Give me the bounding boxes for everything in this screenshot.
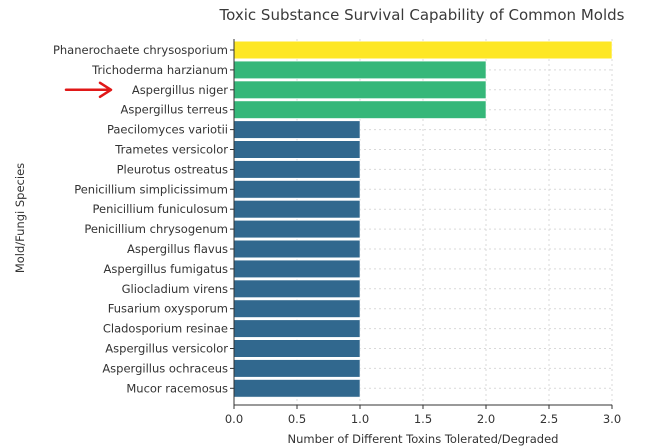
x-tick-label: 1.0 — [351, 412, 369, 426]
x-tick-label: 0.0 — [225, 412, 243, 426]
bar — [233, 60, 487, 79]
bar — [233, 239, 361, 259]
category-label: Aspergillus fumigatus — [104, 262, 228, 276]
bar — [233, 359, 361, 378]
category-label: Aspergillus flavus — [127, 242, 228, 256]
category-label: Pleurotus ostreatus — [117, 162, 228, 176]
bar — [233, 220, 361, 239]
bar — [233, 339, 361, 358]
bar — [233, 120, 361, 139]
category-label: Penicillium simplicissimum — [74, 182, 228, 196]
x-tick-label: 0.5 — [288, 412, 306, 426]
bar — [233, 379, 361, 398]
x-axis-label: Number of Different Toxins Tolerated/Deg… — [288, 432, 559, 446]
chart-title: Toxic Substance Survival Capability of C… — [219, 6, 625, 24]
category-label: Aspergillus versicolor — [105, 342, 228, 356]
x-tick-label: 3.0 — [603, 412, 621, 426]
category-label: Fusarium oxysporum — [108, 302, 228, 316]
category-label: Aspergillus niger — [132, 83, 228, 97]
bar — [233, 279, 361, 298]
bar — [233, 299, 361, 318]
category-label: Trichoderma harzianum — [91, 63, 228, 77]
bars — [233, 40, 613, 398]
x-tick-label: 2.0 — [477, 412, 495, 426]
bar — [233, 100, 487, 119]
grid — [233, 39, 613, 405]
red-arrow-icon — [64, 81, 113, 99]
x-tick-label: 2.5 — [540, 412, 558, 426]
category-label: Mucor racemosus — [126, 381, 228, 395]
category-label: Penicillium funiculosum — [93, 202, 228, 216]
bar — [233, 259, 361, 279]
annotations — [64, 81, 113, 99]
category-label: Aspergillus ochraceus — [102, 361, 228, 375]
bar — [233, 200, 361, 219]
bar — [233, 160, 361, 179]
category-label: Trametes versicolor — [114, 143, 228, 157]
category-label: Cladosporium resinae — [103, 322, 228, 336]
x-tick-labels: 0.0 0.5 1.0 1.5 2.0 2.5 3.0 — [225, 405, 621, 426]
bar — [233, 180, 361, 199]
bar — [233, 319, 361, 338]
bar — [233, 140, 361, 159]
category-labels: Phanerochaete chrysosporium Trichoderma h… — [53, 43, 234, 395]
bar — [233, 80, 487, 99]
category-label: Aspergillus terreus — [120, 103, 228, 117]
category-label: Penicillium chrysogenum — [84, 222, 228, 236]
category-label: Phanerochaete chrysosporium — [53, 43, 228, 57]
category-label: Gliocladium virens — [122, 282, 228, 296]
category-label: Paecilomyces variotii — [107, 123, 228, 137]
y-axis-label: Mold/Fungi Species — [13, 163, 27, 273]
x-tick-label: 1.5 — [414, 412, 432, 426]
bar — [233, 40, 613, 60]
